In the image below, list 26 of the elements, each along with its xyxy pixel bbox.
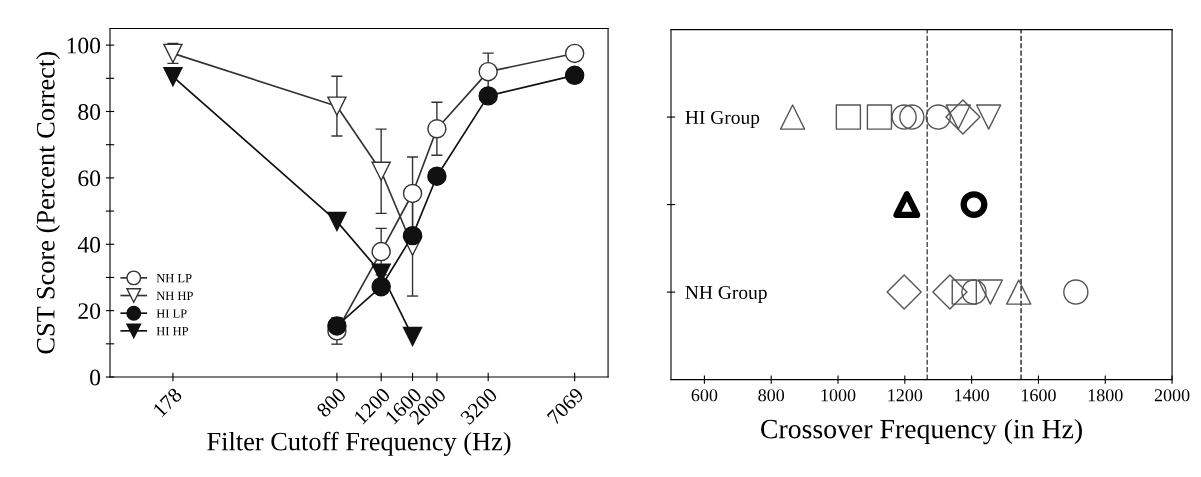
x-tick-label: 178 bbox=[152, 387, 183, 418]
x-axis-title: Crossover Frequency (in Hz) bbox=[761, 418, 1082, 445]
y-tick-label: NH Group bbox=[685, 285, 767, 303]
x-tick-label: 7069 bbox=[546, 387, 585, 425]
x-tick-label: 600 bbox=[691, 389, 718, 402]
y-tick-label: 40 bbox=[77, 236, 101, 253]
legend-label: NH HP bbox=[156, 291, 193, 300]
x-tick-label: 2000 bbox=[1154, 389, 1190, 402]
legend-label: NH LP bbox=[156, 274, 192, 283]
y-tick-label: 60 bbox=[78, 170, 101, 187]
y-axis-title: CST Score (Percent Correct) bbox=[36, 52, 61, 354]
y-tick-label: HI Group bbox=[685, 110, 760, 128]
y-tick-label: 80 bbox=[78, 103, 101, 120]
x-tick-label: 1200 bbox=[888, 389, 923, 402]
y-tick-label: 100 bbox=[67, 37, 101, 54]
x-axis-title: Filter Cutoff Frequency (Hz) bbox=[207, 431, 511, 456]
x-tick-label: 1600 bbox=[1021, 389, 1056, 402]
legend-label: HI HP bbox=[156, 327, 189, 336]
y-tick-label: 20 bbox=[78, 303, 101, 320]
x-tick-label: 800 bbox=[315, 387, 347, 418]
x-tick-label: 1000 bbox=[821, 389, 856, 402]
x-tick-label: 1800 bbox=[1088, 389, 1123, 402]
legend-label: HI LP bbox=[156, 309, 187, 318]
x-tick-label: 800 bbox=[758, 389, 785, 402]
y-tick-label: 0 bbox=[90, 369, 101, 386]
x-tick-label: 1400 bbox=[955, 389, 989, 402]
